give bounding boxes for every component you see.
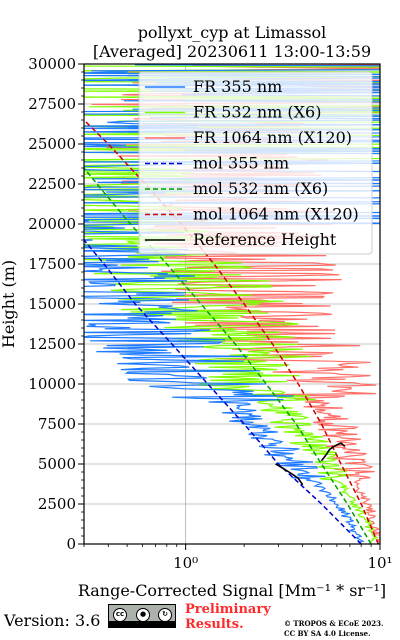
- series-mol-355-nm-line: [84, 239, 362, 544]
- legend-label: FR 1064 nm (X120): [193, 128, 352, 147]
- y-tick-label: 0: [66, 535, 76, 553]
- by-icon: ●: [136, 608, 150, 622]
- preliminary-line-1: Preliminary: [185, 602, 271, 617]
- y-tick-label: 22500: [28, 175, 76, 193]
- y-tick-label: 17500: [28, 255, 76, 273]
- y-tick-label: 15000: [28, 295, 76, 313]
- x-tick-label: 10⁰: [173, 554, 198, 572]
- y-tick-label: 12500: [28, 335, 76, 353]
- copyright-note: © TROPOS & ECoE 2023. CC BY SA 4.0 Licen…: [284, 619, 383, 639]
- series-reference-height-segment: [320, 442, 346, 462]
- preliminary-results-note: Preliminary Results.: [185, 602, 271, 632]
- series-mol-532-nm-x6-line: [84, 167, 372, 544]
- legend-label: Reference Height: [193, 230, 337, 249]
- sa-icon: ↻: [158, 608, 172, 622]
- version-label: Version: 3.6: [4, 611, 101, 630]
- cc-by-sa-badge: cc ● ↻: [108, 604, 176, 628]
- legend-label: mol 355 nm: [193, 154, 289, 173]
- legend-label: mol 1064 nm (X120): [193, 205, 359, 224]
- y-tick-label: 20000: [28, 215, 76, 233]
- copyright-line-2: CC BY SA 4.0 License.: [284, 629, 371, 638]
- copyright-line-1: © TROPOS & ECoE 2023.: [284, 619, 384, 628]
- chart-title-line-1: pollyxt_cyp at Limassol: [138, 23, 327, 42]
- axis-ticks: 0 2500 5000 7500 10000 12500 15000 17500 20000 22…: [28, 55, 392, 572]
- y-tick-label: 10000: [28, 375, 76, 393]
- legend: FR 355 nm FR 532 nm (X6) FR 1064 nm (X120)…: [138, 71, 373, 255]
- legend-label: mol 532 nm (X6): [193, 179, 328, 198]
- series-fr-355-nm-line: [84, 64, 380, 543]
- y-tick-label: 27500: [28, 95, 76, 113]
- chart-title: pollyxt_cyp at Limassol [Averaged] 20230…: [93, 23, 371, 61]
- x-axis-label: Range-Corrected Signal [Mm⁻¹ * sr⁻¹]: [78, 581, 386, 600]
- legend-box: [138, 71, 373, 255]
- y-axis-label: Height (m): [0, 260, 18, 348]
- badge-band: [109, 621, 175, 627]
- x-tick-label: 10¹: [367, 554, 392, 572]
- series-reference-height-segment: [275, 463, 304, 486]
- y-tick-label: 2500: [38, 495, 76, 513]
- y-tick-label: 25000: [28, 135, 76, 153]
- y-tick-label: 30000: [28, 55, 76, 73]
- preliminary-line-2: Results.: [185, 617, 244, 632]
- y-tick-label: 5000: [38, 455, 76, 473]
- chart-title-line-2: [Averaged] 20230611 13:00-13:59: [93, 42, 371, 61]
- legend-label: FR 532 nm (X6): [193, 103, 321, 122]
- legend-label: FR 355 nm: [193, 77, 282, 96]
- y-tick-label: 7500: [38, 415, 76, 433]
- cc-icon: cc: [113, 608, 127, 622]
